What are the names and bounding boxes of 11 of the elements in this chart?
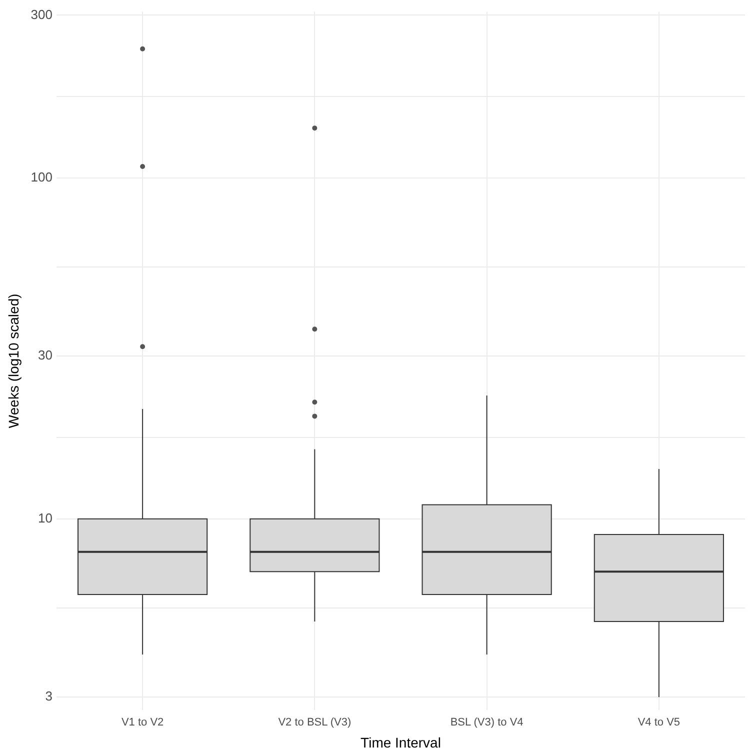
x-tick-label: V4 to V5	[638, 716, 680, 729]
y-tick-label: 100	[30, 169, 52, 184]
x-axis-title: Time Interval	[360, 734, 441, 750]
y-tick-label: 300	[30, 6, 52, 22]
y-axis-title: Weeks (log10 scaled)	[5, 294, 22, 428]
y-tick-label: 30	[38, 348, 52, 363]
x-tick-label: BSL (V3) to V4	[450, 716, 524, 729]
y-tick-label: 3	[45, 688, 52, 704]
y-tick-label: 10	[38, 510, 52, 526]
x-tick-label: V2 to BSL (V3)	[278, 716, 352, 729]
x-tick-label: V1 to V2	[121, 716, 164, 729]
